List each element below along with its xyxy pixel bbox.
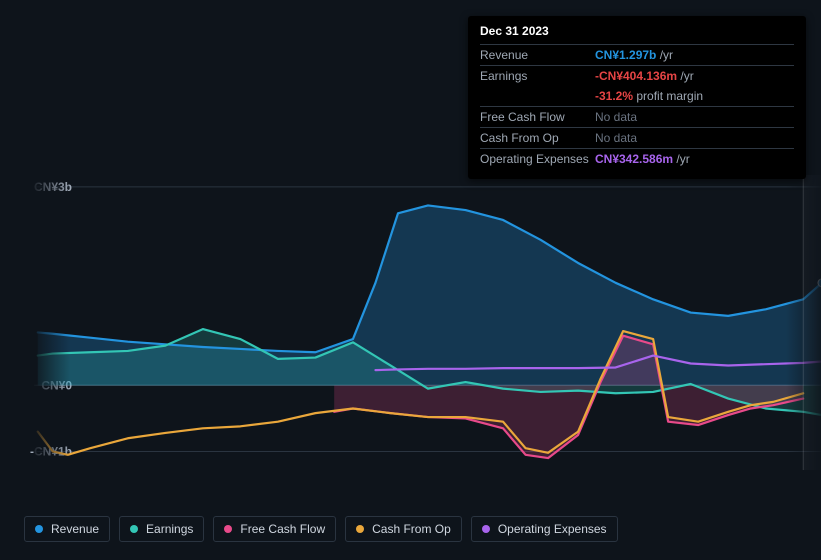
tooltip-panel: Dec 31 2023 RevenueCN¥1.297b /yrEarnings… — [468, 16, 806, 179]
tooltip-label: Operating Expenses — [480, 152, 595, 167]
tooltip-row: Earnings-CN¥404.136m /yr — [480, 65, 794, 86]
tooltip-label: Cash From Op — [480, 131, 595, 146]
tooltip-value: -CN¥404.136m — [595, 69, 677, 83]
tooltip-row: Cash From OpNo data — [480, 127, 794, 148]
tooltip-value: No data — [595, 110, 637, 124]
tooltip-label: Earnings — [480, 69, 595, 84]
legend-dot-icon — [35, 525, 43, 533]
legend-dot-icon — [130, 525, 138, 533]
tooltip-row: Free Cash FlowNo data — [480, 106, 794, 127]
legend: Revenue Earnings Free Cash Flow Cash From O… — [24, 516, 618, 542]
legend-label: Free Cash Flow — [240, 522, 325, 536]
tooltip-value: -31.2% — [595, 89, 633, 103]
legend-dot-icon — [482, 525, 490, 533]
legend-label: Operating Expenses — [498, 522, 607, 536]
legend-dot-icon — [224, 525, 232, 533]
tooltip-row: Operating ExpensesCN¥342.586m /yr — [480, 148, 794, 169]
legend-item-cash-from-op[interactable]: Cash From Op — [345, 516, 462, 542]
tooltip-date: Dec 31 2023 — [480, 24, 794, 44]
tooltip-row: RevenueCN¥1.297b /yr — [480, 44, 794, 65]
legend-item-free-cash-flow[interactable]: Free Cash Flow — [213, 516, 336, 542]
tooltip-label: Free Cash Flow — [480, 110, 595, 125]
legend-item-earnings[interactable]: Earnings — [119, 516, 204, 542]
legend-dot-icon — [356, 525, 364, 533]
legend-label: Cash From Op — [372, 522, 451, 536]
tooltip-row: -31.2% profit margin — [480, 86, 794, 106]
tooltip-value: No data — [595, 131, 637, 145]
legend-item-revenue[interactable]: Revenue — [24, 516, 110, 542]
legend-label: Earnings — [146, 522, 193, 536]
tooltip-value: CN¥1.297b — [595, 48, 656, 62]
tooltip-label — [480, 89, 595, 104]
legend-label: Revenue — [51, 522, 99, 536]
tooltip-label: Revenue — [480, 48, 595, 63]
tooltip-value: CN¥342.586m — [595, 152, 673, 166]
legend-item-operating-expenses[interactable]: Operating Expenses — [471, 516, 618, 542]
